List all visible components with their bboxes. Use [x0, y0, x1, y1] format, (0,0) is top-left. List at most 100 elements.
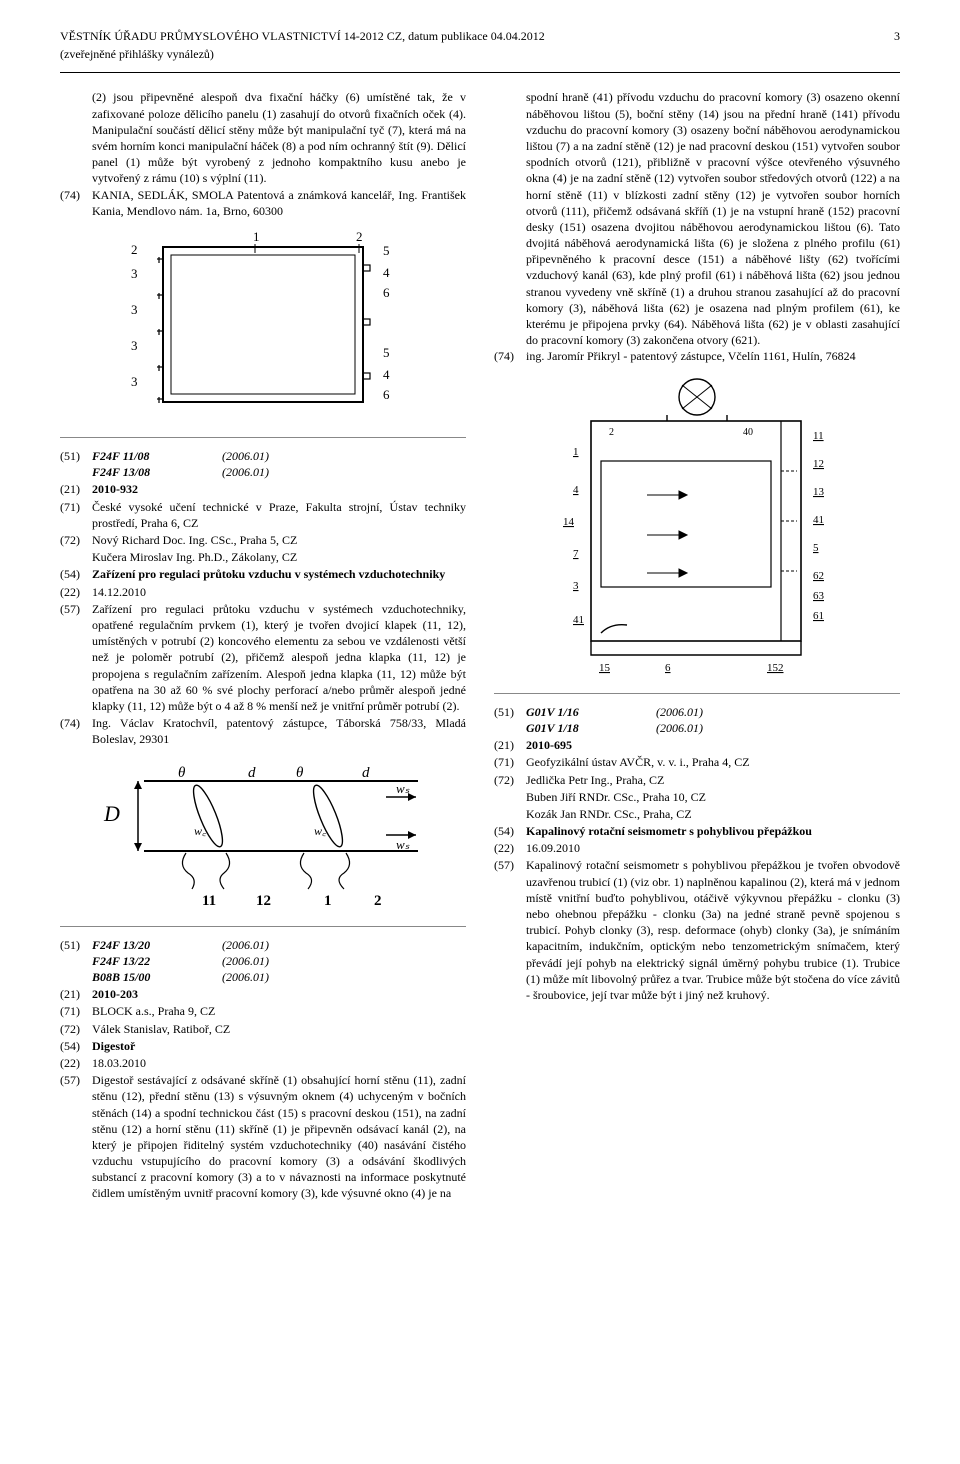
ipc-date: (2006.01) — [222, 969, 269, 985]
fig-label: 2 — [131, 242, 138, 257]
ipc-code: F24F 11/08 — [92, 448, 222, 464]
divider — [60, 926, 466, 927]
fig-label: 3 — [131, 338, 138, 353]
fig-label: 7 — [573, 548, 579, 560]
num-21: (21) — [60, 481, 92, 497]
fig-label: 4 — [383, 367, 390, 382]
num-21: (21) — [494, 737, 526, 753]
entry-51: (51) F24F 13/20(2006.01) F24F 13/22(2006… — [60, 937, 466, 986]
fig-label: 5 — [813, 542, 819, 554]
fig-label: d — [362, 765, 370, 781]
val-71: České vysoké učení technické v Praze, Fa… — [92, 499, 466, 531]
val-21: 2010-932 — [92, 481, 466, 497]
fig-label: 62 — [813, 570, 824, 582]
ipc-date: (2006.01) — [656, 720, 703, 736]
fig-label: θ — [178, 765, 186, 781]
num-71: (71) — [60, 499, 92, 515]
fig-label: w꜀ — [314, 824, 327, 838]
val-22: 18.03.2010 — [92, 1055, 466, 1071]
fig-label: 1 — [573, 446, 579, 458]
val-57: Zařízení pro regulaci průtoku vzduchu v … — [92, 601, 466, 714]
fig-label: θ — [296, 765, 304, 781]
val-22: 14.12.2010 — [92, 584, 466, 600]
fig-label: 3 — [573, 580, 579, 592]
fig-label: 152 — [767, 662, 784, 674]
num-74: (74) — [60, 715, 92, 731]
fig-label: 2 — [356, 229, 363, 244]
ipc-code: G01V 1/18 — [526, 720, 656, 736]
num-71: (71) — [60, 1003, 92, 1019]
entry-74: (74) ing. Jaromír Přikryl - patentový zá… — [494, 348, 900, 364]
entry-51: (51) G01V 1/16(2006.01) G01V 1/18(2006.0… — [494, 704, 900, 736]
val-57: Kapalinový rotační seismometr s pohybliv… — [526, 857, 900, 1003]
fig-label: 12 — [813, 458, 824, 470]
fig-label: 6 — [383, 387, 390, 402]
figure-digestor: 2 40 11 12 13 41 5 62 63 61 1 4 14 7 3 4… — [494, 375, 900, 679]
num-74: (74) — [494, 348, 526, 364]
fig-label: 11 — [202, 893, 216, 907]
fig-label: 5 — [383, 345, 390, 360]
num-22: (22) — [494, 840, 526, 856]
ipc-date: (2006.01) — [656, 704, 703, 720]
header-title: VĚSTNÍK ÚŘADU PRŮMYSLOVÉHO VLASTNICTVÍ 1… — [60, 28, 545, 44]
val-74: KANIA, SEDLÁK, SMOLA Patentová a známkov… — [92, 187, 466, 219]
num-72: (72) — [60, 532, 92, 548]
fig-label: 41 — [813, 514, 824, 526]
entry-51: (51) F24F 11/08(2006.01) F24F 13/08(2006… — [60, 448, 466, 480]
num-21: (21) — [60, 986, 92, 1002]
num-57: (57) — [60, 1072, 92, 1088]
fig-label: 4 — [573, 484, 579, 496]
val-22: 16.09.2010 — [526, 840, 900, 856]
fig-label: 14 — [563, 516, 575, 528]
fig-label: w꜀ — [194, 824, 207, 838]
fig-label: 2 — [609, 427, 614, 438]
ipc-code: F24F 13/22 — [92, 953, 222, 969]
fig-label: 4 — [383, 265, 390, 280]
num-54: (54) — [494, 823, 526, 839]
left-intro-paragraph: (2) jsou připevněné alespoň dva fixační … — [60, 89, 466, 186]
ipc-code: G01V 1/16 — [526, 704, 656, 720]
num-71: (71) — [494, 754, 526, 770]
val-72a: Nový Richard Doc. Ing. CSc., Praha 5, CZ — [92, 532, 466, 548]
fig-label: 61 — [813, 610, 824, 622]
val-72a: Jedlička Petr Ing., Praha, CZ — [526, 772, 900, 788]
entry-74: (74) KANIA, SEDLÁK, SMOLA Patentová a zn… — [60, 187, 466, 219]
num-57: (57) — [494, 857, 526, 873]
fig-label: 63 — [813, 590, 825, 602]
fig-label: 6 — [383, 285, 390, 300]
page-number: 3 — [894, 28, 900, 44]
fig-label: 5 — [383, 243, 390, 258]
ipc-code: F24F 13/20 — [92, 937, 222, 953]
val-21: 2010-695 — [526, 737, 900, 753]
columns: (2) jsou připevněné alespoň dva fixační … — [60, 89, 900, 1202]
page: VĚSTNÍK ÚŘADU PRŮMYSLOVÉHO VLASTNICTVÍ 1… — [0, 0, 960, 1243]
val-74: Ing. Václav Kratochvíl, patentový zástup… — [92, 715, 466, 747]
fig-label: 6 — [665, 662, 671, 674]
val-72c: Kozák Jan RNDr. CSc., Praha, CZ — [526, 806, 900, 822]
val-71: BLOCK a.s., Praha 9, CZ — [92, 1003, 466, 1019]
fig-label: 1 — [324, 893, 332, 907]
val-74: ing. Jaromír Přikryl - patentový zástupc… — [526, 348, 900, 364]
header-subtitle: (zveřejněné přihlášky vynálezů) — [60, 46, 900, 62]
val-72b: Kučera Miroslav Ing. Ph.D., Zákolany, CZ — [92, 549, 466, 565]
num-74: (74) — [60, 187, 92, 203]
fig-label: d — [248, 765, 256, 781]
val-71: Geofyzikální ústav AVČR, v. v. i., Praha… — [526, 754, 900, 770]
fig-label: wₛ — [396, 837, 410, 852]
ipc-date: (2006.01) — [222, 953, 269, 969]
num-22: (22) — [60, 584, 92, 600]
val-54: Zařízení pro regulaci průtoku vzduchu v … — [92, 566, 466, 582]
fig-label: 12 — [256, 893, 271, 907]
fig-label: wₛ — [396, 781, 410, 796]
header-row: VĚSTNÍK ÚŘADU PRŮMYSLOVÉHO VLASTNICTVÍ 1… — [60, 28, 900, 44]
fig-label: D — [103, 801, 120, 826]
num-72: (72) — [60, 1021, 92, 1037]
fig-label: 11 — [813, 430, 824, 442]
left-column: (2) jsou připevněné alespoň dva fixační … — [60, 89, 466, 1202]
val-21: 2010-203 — [92, 986, 466, 1002]
num-51: (51) — [60, 448, 92, 464]
figure-duct: D θ d θ d wₛ wₛ — [60, 757, 466, 911]
num-54: (54) — [60, 566, 92, 582]
num-51: (51) — [60, 937, 92, 953]
right-column: spodní hraně (41) přívodu vzduchu do pra… — [494, 89, 900, 1202]
